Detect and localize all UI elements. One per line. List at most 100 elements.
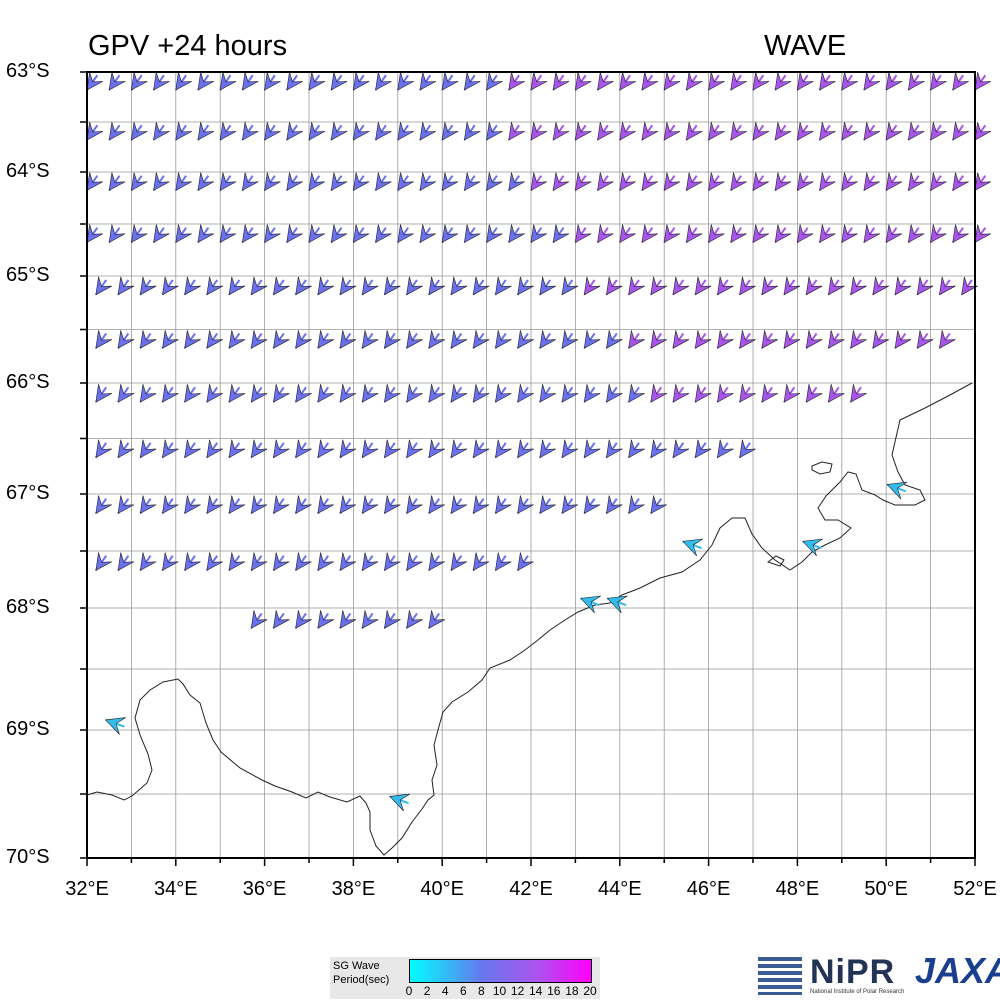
wave-arrow xyxy=(685,121,703,141)
lat-label: 63°S xyxy=(6,60,50,82)
wave-arrow xyxy=(729,224,747,243)
wave-arrow xyxy=(272,610,290,629)
island-west xyxy=(811,461,833,475)
wave-arrow xyxy=(561,276,579,296)
wave-arrow xyxy=(774,121,792,141)
colorbar-tick: 8 xyxy=(478,984,485,998)
nipr-logo-subtitle: National Institute of Polar Research xyxy=(810,989,905,995)
wave-arrow xyxy=(361,276,379,296)
wave-arrow xyxy=(618,172,636,191)
wave-arrow xyxy=(938,330,956,349)
wave-arrow xyxy=(428,384,445,403)
wave-arrow xyxy=(428,439,445,459)
wave-arrows xyxy=(86,71,992,812)
wave-arrow xyxy=(716,384,734,403)
wave-arrow xyxy=(796,121,814,141)
wave-arrow xyxy=(938,276,956,296)
wave-arrow xyxy=(907,121,925,141)
wave-arrow xyxy=(241,172,259,191)
wave-arrow xyxy=(960,276,978,296)
map-grid xyxy=(80,71,976,866)
wave-arrow xyxy=(729,121,747,141)
wave-arrow xyxy=(108,71,126,91)
lon-label: 40°E xyxy=(420,878,464,900)
wave-arrow xyxy=(583,276,601,296)
lon-label: 36°E xyxy=(242,878,287,900)
wave-arrow xyxy=(86,121,104,141)
wave-arrow xyxy=(228,384,246,403)
wave-arrow xyxy=(450,384,468,403)
lon-label: 52°E xyxy=(953,878,997,900)
wave-arrow xyxy=(361,439,379,459)
wave-arrow xyxy=(352,121,370,141)
wave-arrow xyxy=(250,330,268,349)
wave-arrow xyxy=(694,276,712,296)
wave-arrow xyxy=(707,172,725,191)
wave-arrow xyxy=(580,595,601,614)
wave-arrow xyxy=(894,276,912,296)
wave-arrow xyxy=(317,610,334,629)
wave-arrow xyxy=(396,172,414,191)
wave-arrow xyxy=(774,224,792,243)
wave-arrow xyxy=(405,439,423,459)
wave-arrow xyxy=(494,330,512,349)
wave-arrow xyxy=(294,495,312,514)
wave-arrow xyxy=(117,552,135,571)
wave-arrow xyxy=(672,276,690,296)
wave-arrow xyxy=(738,330,756,349)
wave-arrow xyxy=(916,276,934,296)
lon-label: 32°E xyxy=(65,878,109,900)
wave-arrow xyxy=(197,71,215,91)
wave-arrow xyxy=(272,495,290,514)
wave-arrow xyxy=(663,71,681,91)
wave-arrow xyxy=(627,495,645,514)
wave-arrow xyxy=(574,71,592,91)
wave-arrow xyxy=(183,384,201,403)
wave-arrow xyxy=(330,121,348,141)
wave-arrow xyxy=(849,276,867,296)
wave-arrow xyxy=(419,224,437,243)
wave-arrow xyxy=(539,384,556,403)
wave-arrow xyxy=(294,552,312,571)
wave-arrow xyxy=(272,552,290,571)
wave-arrow xyxy=(574,224,592,243)
wave-arrow xyxy=(951,224,969,243)
wave-arrow xyxy=(494,384,512,403)
wave-arrow xyxy=(472,330,490,349)
wave-arrow xyxy=(374,224,392,243)
wave-arrow xyxy=(228,439,246,459)
wave-arrow xyxy=(339,330,357,349)
wave-arrow xyxy=(330,172,348,191)
wave-arrow xyxy=(606,595,628,614)
wave-arrow xyxy=(627,439,645,459)
wave-arrow xyxy=(539,330,556,349)
wave-arrow xyxy=(494,552,512,571)
wave-arrow xyxy=(139,495,157,514)
colorbar-tick: 4 xyxy=(441,984,449,998)
nipr-logo: NiPR National Institute of Polar Researc… xyxy=(758,953,904,997)
wave-arrow xyxy=(339,495,357,514)
wave-arrow xyxy=(863,71,881,91)
wave-arrow xyxy=(929,71,947,91)
coastline xyxy=(86,382,973,856)
wave-arrow xyxy=(552,224,570,243)
wave-arrow xyxy=(330,71,348,91)
wave-arrow xyxy=(618,71,636,91)
wave-arrow xyxy=(419,71,437,91)
wave-arrow xyxy=(463,71,481,91)
wave-arrow xyxy=(108,121,126,141)
wave-arrow xyxy=(361,330,379,349)
wave-arrow xyxy=(206,552,223,571)
wave-arrow xyxy=(907,71,925,91)
wave-arrow xyxy=(161,495,179,514)
wave-arrow xyxy=(530,121,548,141)
wave-arrow xyxy=(539,439,556,459)
colorbar-tick: 2 xyxy=(423,984,431,998)
wave-arrow xyxy=(663,224,681,243)
wave-arrow xyxy=(294,384,312,403)
wave-arrow xyxy=(308,172,326,191)
colorbar-gradient xyxy=(409,959,592,983)
wave-arrow xyxy=(516,495,534,514)
wave-arrow xyxy=(916,330,934,349)
wave-arrow xyxy=(561,495,579,514)
